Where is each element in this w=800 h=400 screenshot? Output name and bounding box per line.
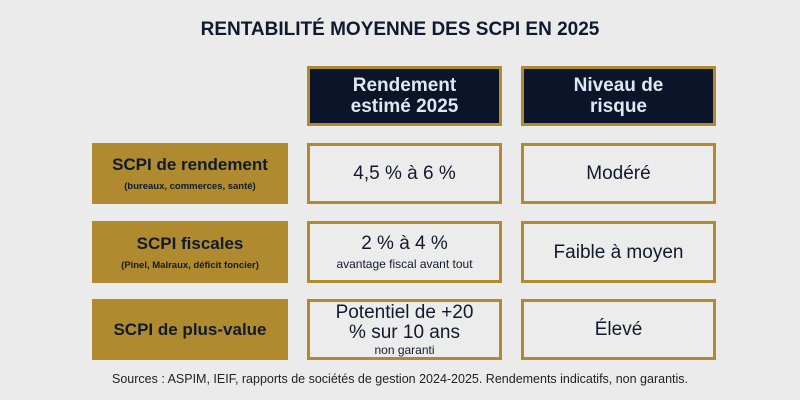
risk-value: Élevé [594, 319, 643, 340]
yield-note: avantage fiscal avant tout [336, 257, 473, 271]
yield-value: 2 % à 4 % [361, 233, 448, 254]
row-sublabel: (bureaux, commerces, santé) [124, 181, 256, 192]
sources-note: Sources : ASPIM, IEIF, rapports de socié… [111, 372, 689, 386]
cell-yield: Potentiel de +20 % sur 10 ans non garant… [307, 299, 502, 360]
header-risk-label: Niveau de risque [573, 75, 664, 117]
cell-yield: 2 % à 4 % avantage fiscal avant tout [307, 221, 502, 283]
yield-value: Potentiel de +20 % sur 10 ans [335, 301, 474, 343]
risk-value: Modéré [586, 163, 651, 184]
cell-risk: Modéré [521, 143, 716, 204]
header-yield-label: Rendement estimé 2025 [350, 75, 459, 117]
cell-yield: 4,5 % à 6 % [307, 143, 502, 204]
row-label: SCPI fiscales [136, 233, 244, 253]
cell-risk: Faible à moyen [521, 221, 716, 283]
yield-note: non garanti [374, 342, 435, 357]
risk-value: Faible à moyen [553, 241, 684, 263]
row-label: SCPI de rendement [112, 155, 268, 174]
header-risk: Niveau de risque [521, 66, 716, 126]
row-label-fiscales: SCPI fiscales (Pinel, Malraux, déficit f… [92, 221, 288, 283]
row-label-rendement: SCPI de rendement (bureaux, commerces, s… [92, 143, 288, 204]
cell-risk: Élevé [521, 299, 716, 360]
row-label: SCPI de plus-value [113, 319, 267, 339]
header-yield: Rendement estimé 2025 [307, 66, 502, 126]
yield-value: 4,5 % à 6 % [353, 163, 456, 184]
row-sublabel: (Pinel, Malraux, déficit foncier) [121, 259, 259, 271]
page-title: RENTABILITÉ MOYENNE DES SCPI EN 2025 [200, 19, 600, 40]
row-label-plus-value: SCPI de plus-value [92, 299, 288, 360]
